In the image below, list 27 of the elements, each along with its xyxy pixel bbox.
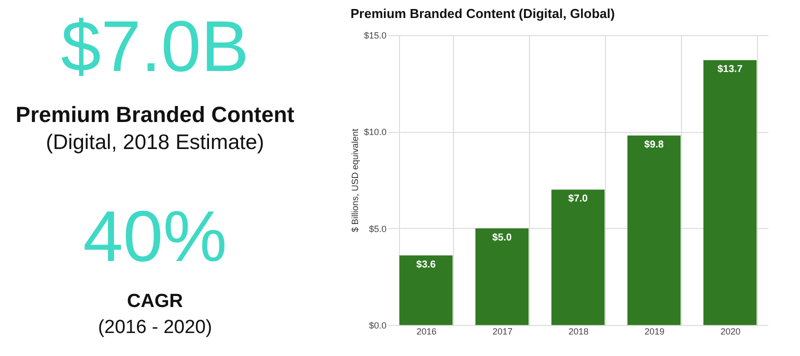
x-tick-label: 2019: [644, 326, 665, 336]
y-tick-label: $0.0: [368, 320, 386, 330]
text: (2016 - 2020): [98, 317, 212, 338]
chart-title: Premium Branded Content (Digital, Global): [350, 6, 615, 21]
y-tick-label: $10.0: [364, 127, 386, 138]
data-label: $9.8: [644, 140, 664, 151]
x-tick-label: 2020: [720, 326, 741, 336]
data-label: $5.0: [492, 232, 512, 244]
text: Premium Branded Content: [16, 102, 296, 127]
text: 40%: [82, 197, 228, 277]
text: $7.0B: [60, 7, 250, 87]
x-tick-label: 2016: [416, 326, 437, 336]
bar: [703, 60, 757, 325]
x-tick-label: 2018: [568, 326, 589, 336]
data-label: $3.6: [416, 259, 436, 270]
bar: [475, 228, 529, 325]
text: (Digital, 2018 Estimate): [46, 131, 264, 154]
y-tick-label: $5.0: [368, 224, 386, 234]
data-label: $7.0: [568, 194, 588, 205]
y-axis-title: $ Billions, USD equivalent: [350, 128, 360, 232]
text: CAGR: [127, 291, 184, 312]
x-tick-label: 2017: [492, 326, 513, 336]
data-label: $13.7: [717, 64, 743, 76]
y-tick-label: $15.0: [364, 30, 386, 40]
bar: [551, 190, 605, 325]
bar: [627, 136, 681, 325]
bar: [399, 255, 453, 325]
